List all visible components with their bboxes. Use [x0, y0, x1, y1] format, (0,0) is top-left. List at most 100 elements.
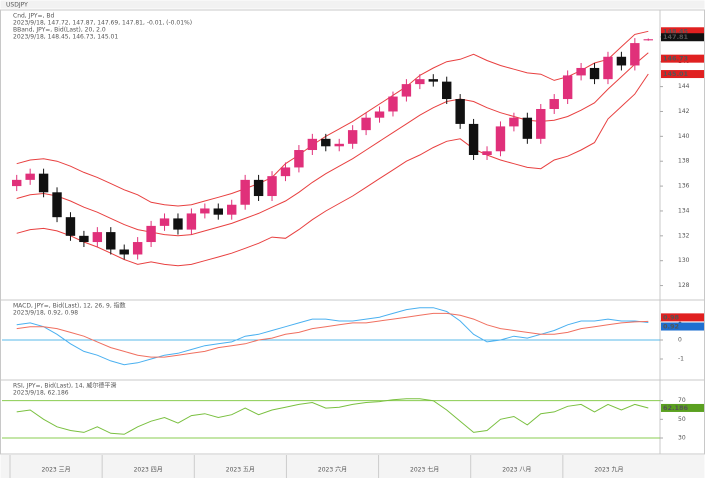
month-label: 2023 四月 — [134, 467, 163, 474]
candle-body — [159, 218, 170, 226]
y-tick-label: 50 — [678, 416, 686, 423]
last-value-label: 0.98 — [663, 313, 680, 321]
legend-text: BBand, JPY=, Bid(Last), 20, 2.0 — [13, 27, 106, 34]
month-label: 2023 六月 — [318, 466, 347, 474]
y-tick-label: 0 — [678, 337, 682, 344]
candle-body — [12, 179, 22, 187]
last-value-label: 62.186 — [663, 404, 689, 412]
legend-text: 2023/9/18, 62.186 — [13, 390, 69, 397]
last-value-label: 145.01 — [663, 70, 689, 78]
series-line — [16, 312, 649, 358]
last-value-box — [661, 33, 704, 42]
candle-body — [25, 173, 35, 180]
last-value-label: 0.92 — [663, 323, 679, 331]
last-value-box — [661, 54, 704, 63]
y-tick-label: 136 — [678, 183, 690, 190]
candle-body — [294, 150, 304, 168]
candle-body — [589, 67, 600, 80]
candle-body — [119, 249, 129, 255]
month-label: 2023 八月 — [502, 467, 531, 474]
last-value-box — [661, 313, 704, 322]
last-value-box — [661, 70, 704, 79]
x-axis-strip — [0, 455, 705, 478]
y-tick-label: 138 — [678, 158, 690, 165]
candle-body — [630, 43, 640, 66]
last-value-box — [661, 322, 704, 331]
candle-body — [200, 208, 210, 214]
candle-body — [495, 126, 506, 152]
candle-body — [253, 179, 264, 197]
candle-body — [576, 67, 586, 76]
candle-body — [549, 99, 559, 109]
candle-body — [522, 117, 533, 139]
candle-body — [213, 208, 223, 215]
candle-body — [307, 138, 318, 151]
candle-body — [106, 232, 116, 250]
last-value-box — [661, 27, 704, 36]
candle-body — [415, 79, 425, 85]
legend-text: 2023/9/18, 0.92, 0.98 — [13, 310, 78, 317]
month-label: 2023 三月 — [41, 467, 70, 474]
y-tick-label: 142 — [678, 108, 690, 115]
legend-text: RSI, JPY=, Bid(Last), 14, 威尔德平滑 — [13, 382, 116, 390]
series-line — [16, 73, 649, 267]
candle-body — [603, 56, 613, 80]
last-value-box — [661, 403, 704, 412]
y-tick-label: 128 — [678, 282, 690, 289]
candle-body — [643, 39, 653, 41]
candle-body — [186, 213, 197, 230]
candle-body — [361, 117, 371, 131]
candle-body — [321, 138, 331, 147]
candle-body — [79, 235, 89, 243]
month-label: 2023 九月 — [594, 466, 623, 474]
candle-body — [482, 151, 492, 155]
candle-body — [442, 81, 452, 100]
candle-body — [146, 225, 156, 243]
y-tick-label: -1 — [678, 356, 684, 363]
y-tick-label: 134 — [678, 207, 690, 214]
candle-body — [65, 217, 76, 236]
candle-body — [227, 204, 237, 215]
last-value-label: 148.45 — [663, 27, 689, 35]
legend-text: Cnd, JPY=, Bd — [13, 13, 54, 20]
y-tick-label: 140 — [678, 133, 690, 140]
title-bar — [0, 0, 705, 9]
candle-body — [132, 242, 143, 255]
y-tick-label: 144 — [678, 83, 690, 90]
legend-text: MACD, JPY=, Bid(Last), 12, 26, 9, 指数 — [13, 302, 126, 310]
series-line — [16, 30, 649, 207]
y-tick-label: 70 — [678, 397, 686, 404]
candle-body — [401, 84, 412, 97]
candle-body — [38, 173, 49, 193]
candle-body — [334, 143, 344, 147]
series-line — [16, 398, 649, 435]
candle-body — [52, 192, 62, 218]
last-value-label: 147.81 — [663, 33, 689, 41]
y-tick-label: 30 — [678, 435, 686, 442]
y-tick-label: 132 — [678, 232, 690, 239]
series-line — [16, 307, 649, 366]
y-tick-label: 130 — [678, 257, 690, 264]
candle-body — [536, 108, 546, 139]
candle-body — [374, 111, 385, 118]
candle-body — [173, 218, 183, 230]
month-label: 2023 五月 — [226, 467, 255, 474]
legend-text: 2023/9/18, 148.45, 146.73, 145.01 — [13, 34, 118, 41]
candle-body — [92, 232, 103, 243]
candle-body — [468, 123, 479, 155]
candle-body — [428, 79, 438, 82]
candle-body — [562, 75, 573, 100]
last-value-label: 146.73 — [663, 55, 688, 63]
month-label: 2023 七月 — [410, 466, 439, 474]
candle-body — [240, 179, 250, 205]
candle-body — [388, 96, 398, 112]
candle-body — [616, 56, 627, 66]
candle-body — [509, 117, 519, 127]
legend-text: 2023/9/18, 147.72, 147.87, 147.69, 147.8… — [13, 20, 192, 27]
candle-body — [267, 176, 277, 197]
candle-body — [347, 130, 358, 144]
candle-body — [455, 99, 465, 124]
header-title: USDJPY — [6, 2, 28, 9]
